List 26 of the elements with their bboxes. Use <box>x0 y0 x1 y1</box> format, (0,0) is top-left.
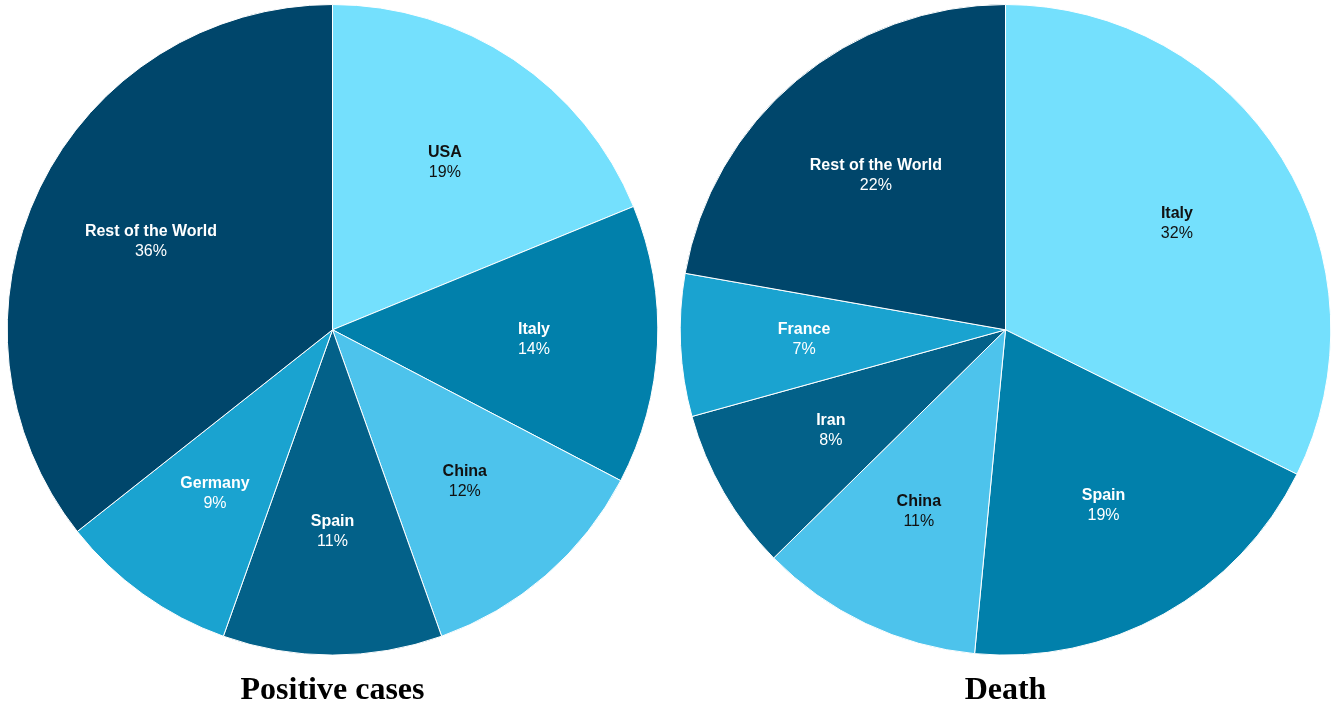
slice-label: USA <box>427 142 463 160</box>
data-label: 12% <box>448 482 481 500</box>
data-label: 11% <box>903 512 935 530</box>
text: Death <box>964 670 1047 707</box>
slice-label: Spain <box>310 511 355 529</box>
slice-label: Spain <box>1081 486 1126 504</box>
data-label: 22% <box>859 175 892 193</box>
slice-label: Italy <box>1160 203 1193 221</box>
data-label: 19% <box>428 162 461 180</box>
slice-label: Rest of the World <box>84 222 218 240</box>
slice-label: China <box>442 462 488 480</box>
data-label: 32% <box>1160 223 1193 241</box>
data-label: 36% <box>134 242 167 260</box>
text: Positive cases <box>240 670 425 707</box>
slice-label: Rest of the World <box>809 155 942 173</box>
data-label: 11% <box>317 531 348 549</box>
data-label: 19% <box>1087 506 1120 524</box>
data-label: 7% <box>792 339 816 357</box>
slice-label: Germany <box>180 474 250 492</box>
data-label: 9% <box>203 494 227 512</box>
slice-label: France <box>777 319 831 337</box>
slice-label: Italy <box>517 319 551 337</box>
data-label: 14% <box>517 339 550 357</box>
slice-label: Iran <box>816 411 846 429</box>
data-label: 8% <box>819 431 843 449</box>
slice-label: China <box>896 492 942 510</box>
